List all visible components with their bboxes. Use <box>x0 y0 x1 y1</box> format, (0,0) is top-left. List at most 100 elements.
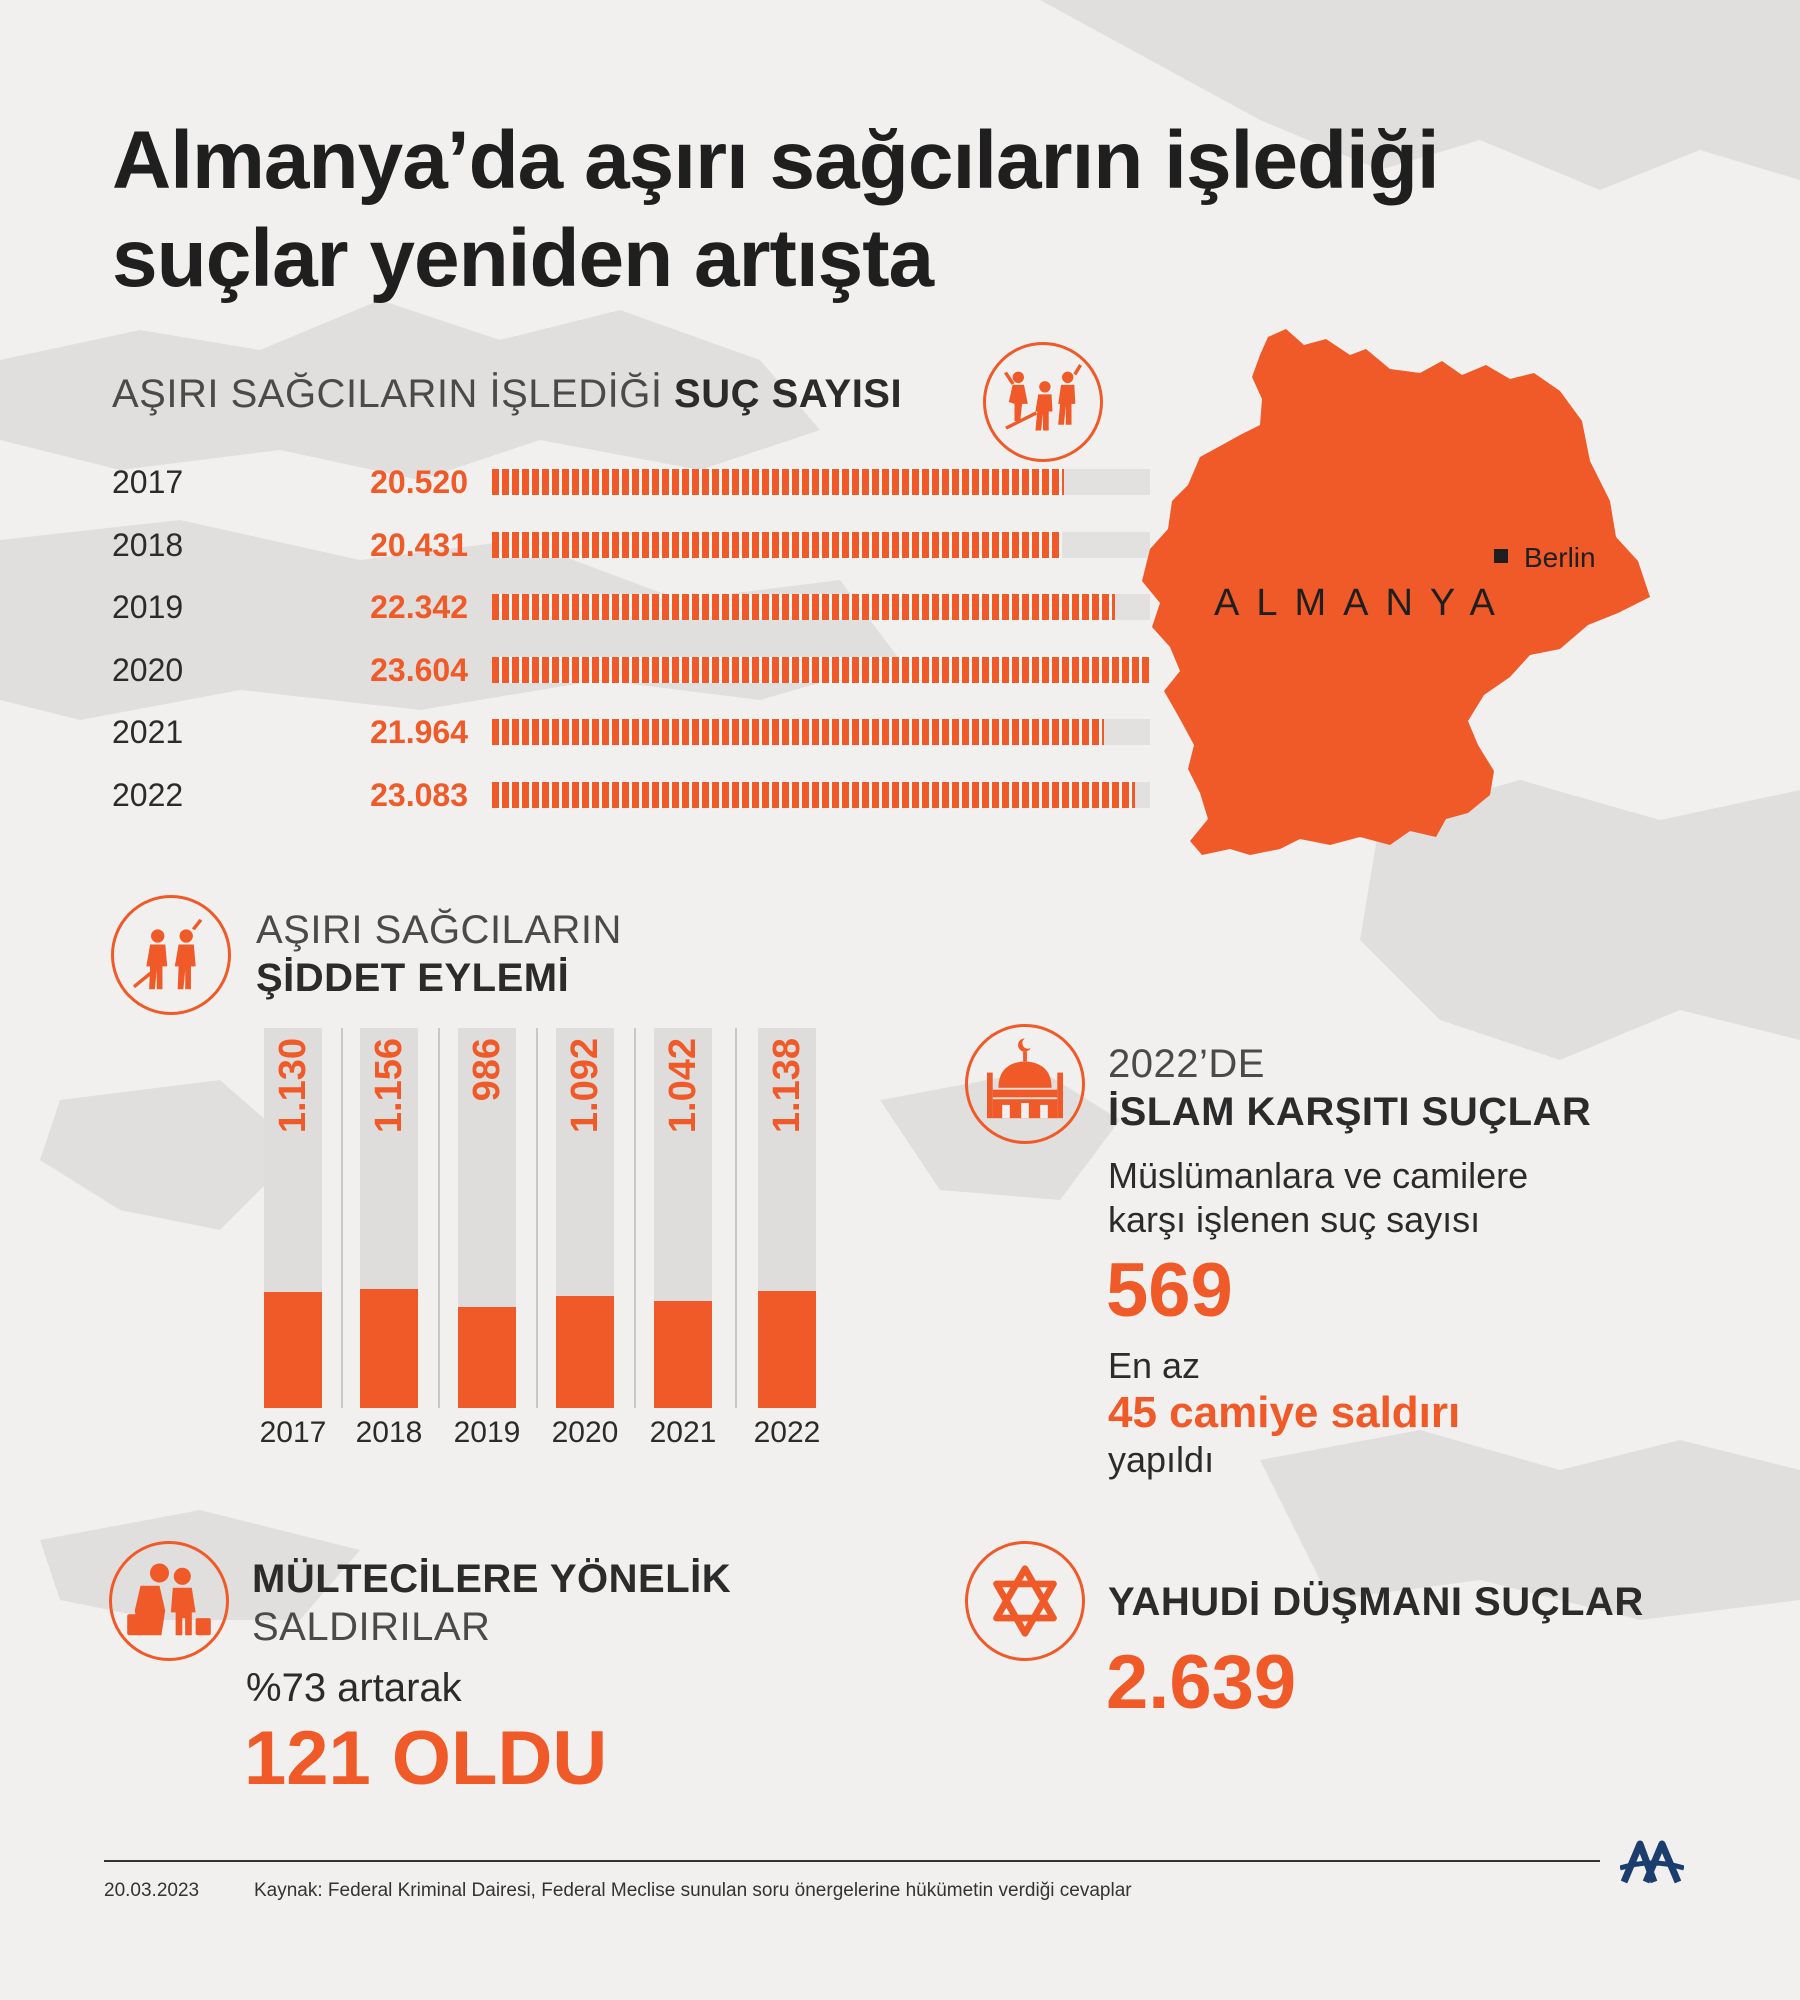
title-line-1: Almanya’da aşırı sağcıların işlediği <box>112 115 1440 206</box>
crime-bar-track <box>492 781 1150 808</box>
crime-count-heading-bold: SUÇ SAYISI <box>674 372 903 416</box>
refugee-heading: MÜLTECİLERE YÖNELİK SALDIRILAR <box>252 1555 731 1651</box>
extremists-attack-icon <box>983 342 1103 462</box>
violence-bar-year: 2017 <box>259 1416 327 1449</box>
violence-bar-value: 986 <box>466 1038 508 1102</box>
violence-bar <box>360 1289 418 1408</box>
violence-column-separator <box>634 1028 636 1408</box>
violence-bar <box>458 1307 516 1408</box>
crime-bar-value: 22.342 <box>370 589 468 625</box>
germany-map: Berlin ALMANYA <box>1142 329 1650 855</box>
islam-description-line-2: karşı işlenen suç sayısı <box>1108 1199 1481 1240</box>
violence-bar-track: 1.130 <box>264 1028 322 1408</box>
crime-bar-year: 2018 <box>112 526 184 563</box>
mosque-attacks-pre: En az <box>1108 1345 1201 1386</box>
crime-bar-row: 2020 23.604 <box>112 650 1150 690</box>
crime-bar-value: 20.431 <box>370 526 468 563</box>
violence-bar-track: 986 <box>458 1028 516 1408</box>
violence-bar-value: 1.092 <box>564 1038 606 1134</box>
violence-column-separator <box>735 1028 737 1408</box>
islam-description: Müslümanlara ve camilere karşı işlenen s… <box>1108 1154 1528 1242</box>
footer-source: Kaynak: Federal Kriminal Dairesi, Federa… <box>254 1880 1132 1901</box>
mosque-attacks: En az 45 camiye saldırı yapıldı <box>1108 1344 1460 1482</box>
germany-shape <box>1142 329 1650 855</box>
refugee-heading-line-1: MÜLTECİLERE YÖNELİK <box>252 1557 732 1601</box>
crime-bar <box>492 781 1135 808</box>
violence-heading-line-2: ŞİDDET EYLEMİ <box>256 956 570 1000</box>
crime-bar-year: 2021 <box>112 714 184 750</box>
violence-bar-track: 1.138 <box>758 1028 816 1408</box>
violence-bar <box>264 1292 322 1408</box>
crime-bar-row: 2021 21.964 <box>112 712 1150 752</box>
violence-bar-value: 1.138 <box>766 1038 808 1134</box>
crime-bar-track <box>492 719 1150 745</box>
violence-bar-value: 1.156 <box>368 1038 410 1134</box>
violence-bar-year: 2019 <box>453 1416 521 1449</box>
star-of-david-icon <box>965 1541 1085 1661</box>
violent-men-icon <box>111 895 231 1015</box>
violence-column-separator <box>536 1028 538 1408</box>
islam-count: 569 <box>1106 1248 1233 1333</box>
footer-date: 20.03.2023 <box>104 1880 200 1901</box>
crime-bar-year: 2022 <box>112 776 184 813</box>
crime-bar-value: 21.964 <box>370 714 468 750</box>
mosque-attacks-highlight: 45 camiye saldırı <box>1108 1388 1461 1437</box>
islam-heading: 2022’DE İSLAM KARŞITI SUÇLAR <box>1108 1040 1591 1136</box>
crime-bar-track <box>492 469 1150 495</box>
infographic-title: Almanya’da aşırı sağcıların işlediği suç… <box>112 112 1512 308</box>
violence-bar-year: 2021 <box>649 1416 717 1449</box>
crime-bar-track <box>492 531 1150 558</box>
violence-bar-value: 1.042 <box>662 1038 704 1134</box>
violence-bar <box>758 1291 816 1408</box>
violence-heading: AŞIRI SAĞCILARIN ŞİDDET EYLEMİ <box>256 906 622 1002</box>
crime-bar-year: 2020 <box>112 651 184 688</box>
title-line-2: suçlar yeniden artışta <box>112 213 934 304</box>
crime-bar-value: 20.520 <box>370 464 468 500</box>
violence-bar-year: 2020 <box>551 1416 619 1449</box>
islam-heading-line-1: 2022’DE <box>1108 1042 1265 1086</box>
crime-bar-row: 2017 20.520 <box>112 462 1150 502</box>
crime-bar <box>492 656 1150 683</box>
crime-bar-track <box>492 594 1150 620</box>
country-label: ALMANYA <box>1214 582 1512 624</box>
refugee-result: 121 OLDU <box>244 1716 608 1801</box>
refugee-family-icon <box>109 1541 229 1661</box>
crime-count-heading-regular: AŞIRI SAĞCILARIN İŞLEDİĞİ <box>112 372 675 416</box>
crime-bar <box>492 531 1062 558</box>
violence-bar <box>556 1296 614 1408</box>
violence-column-separator <box>341 1028 343 1408</box>
violence-bar-track: 1.156 <box>360 1028 418 1408</box>
violence-bar-year: 2022 <box>753 1416 821 1449</box>
crime-bar-year: 2019 <box>112 589 184 625</box>
refugee-heading-line-2: SALDIRILAR <box>252 1605 491 1649</box>
crime-bar-value: 23.083 <box>370 776 468 813</box>
jews-count: 2.639 <box>1106 1640 1297 1725</box>
violence-bar-track: 1.092 <box>556 1028 614 1408</box>
crime-bar <box>492 594 1115 620</box>
violence-bar-year: 2018 <box>355 1416 423 1449</box>
islam-description-line-1: Müslümanlara ve camilere <box>1108 1155 1529 1196</box>
crime-bar-track <box>492 656 1150 683</box>
violence-column-separator <box>438 1028 440 1408</box>
jews-heading: YAHUDİ DÜŞMANI SUÇLAR <box>1108 1580 1644 1624</box>
crime-bar <box>492 719 1104 745</box>
islam-heading-line-2: İSLAM KARŞITI SUÇLAR <box>1108 1090 1592 1134</box>
crime-bar-year: 2017 <box>112 464 184 500</box>
mosque-icon <box>965 1024 1085 1144</box>
violence-heading-line-1: AŞIRI SAĞCILARIN <box>256 908 622 952</box>
crime-bar <box>492 469 1064 495</box>
violence-bar-track: 1.042 <box>654 1028 712 1408</box>
refugee-increase: %73 artarak <box>246 1666 462 1710</box>
crime-count-heading: AŞIRI SAĞCILARIN İŞLEDİĞİ SUÇ SAYISI <box>112 372 902 417</box>
violence-chart: 1.130 2017 1.156 2018 986 2019 1.092 2020 1.042 2… <box>240 1028 840 1458</box>
footer-divider <box>104 1860 1600 1862</box>
violence-bar <box>654 1301 712 1408</box>
crime-bar-row: 2019 22.342 <box>112 587 1150 627</box>
berlin-marker <box>1494 549 1508 563</box>
berlin-label: Berlin <box>1524 542 1596 573</box>
aa-logo <box>1619 1836 1685 1886</box>
crime-bar-row: 2022 23.083 <box>112 775 1150 815</box>
crime-bar-value: 23.604 <box>370 651 468 688</box>
violence-bar-value: 1.130 <box>272 1038 314 1134</box>
crime-bar-row: 2018 20.431 <box>112 525 1150 565</box>
